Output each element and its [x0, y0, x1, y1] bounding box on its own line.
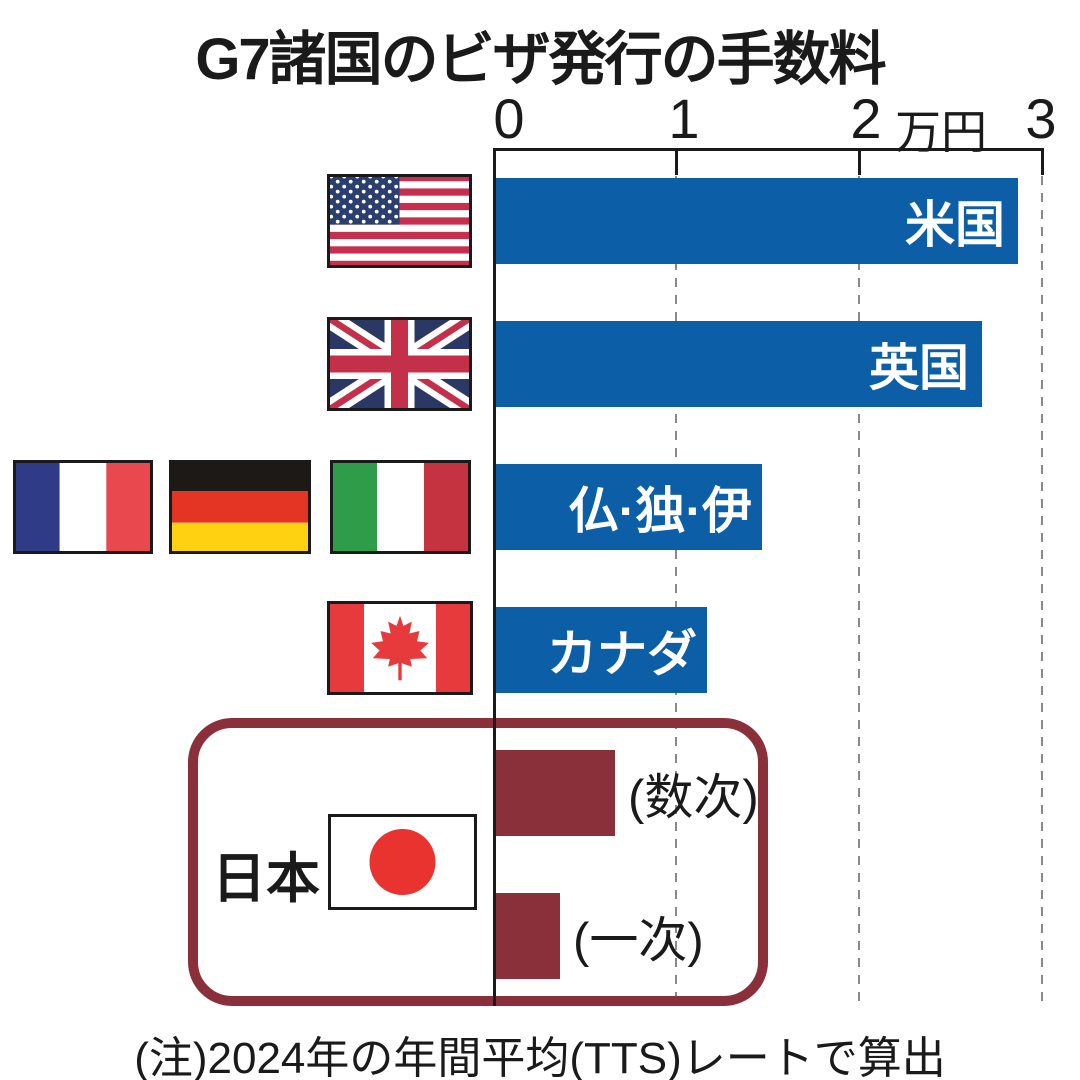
france-flag-icon — [13, 460, 153, 554]
japan-flag-icon — [328, 814, 477, 910]
gridline-2 — [858, 176, 860, 1006]
bar-japan-multiple-entry: (数次) — [496, 750, 759, 836]
bar-label-france-germany-italy: 仏·独·伊 — [568, 483, 752, 539]
bar-usa: 米国 — [496, 178, 1018, 264]
bar-france-germany-italy: 仏·独·伊 — [496, 464, 762, 550]
axis-unit-label: 万円 — [895, 106, 987, 158]
bar-uk: 英国 — [496, 321, 982, 407]
bar-canada: カナダ — [496, 607, 707, 693]
axis-tick-mark-1 — [675, 148, 678, 175]
canada-flag-icon — [327, 601, 473, 695]
italy-flag-icon — [330, 460, 471, 554]
bar-label-japan-single-entry: (一次) — [573, 913, 704, 968]
uk-flag-icon — [327, 317, 472, 411]
bar-label-japan-multiple-entry: (数次) — [628, 770, 759, 825]
usa-flag-icon — [327, 174, 472, 268]
axis-tick-label-1: 1 — [668, 87, 700, 150]
bar-label-uk: 英国 — [869, 340, 969, 396]
axis-zero-line — [493, 148, 496, 1006]
germany-flag-icon — [169, 460, 311, 554]
japan-label: 日本 — [212, 849, 320, 909]
axis-tick-label-2: 2 — [850, 87, 882, 150]
bar-japan-single-entry: (一次) — [496, 893, 704, 979]
axis-top-line — [493, 148, 1044, 151]
axis-tick-label-0: 0 — [493, 87, 525, 150]
gridline-1 — [675, 176, 677, 1006]
japan-highlight-box — [188, 718, 768, 1006]
axis-tick-label-3: 3 — [1025, 87, 1057, 150]
axis-tick-mark-2 — [858, 148, 861, 175]
chart-title: G7諸国のビザ発行の手数料 — [195, 27, 886, 92]
bar-label-usa: 米国 — [905, 197, 1005, 253]
footnote: (注)2024年の年間平均(TTS)レートで算出 — [134, 1034, 946, 1080]
bar-label-canada: カナダ — [547, 626, 697, 682]
axis-tick-mark-3 — [1041, 148, 1044, 175]
gridline-3 — [1041, 176, 1043, 1006]
